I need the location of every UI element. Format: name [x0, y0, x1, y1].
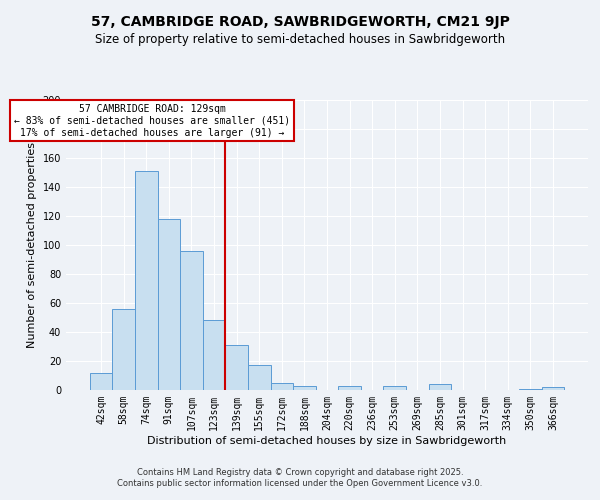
Bar [90, 372, 112, 390]
Bar [112, 309, 135, 390]
Text: Contains HM Land Registry data © Crown copyright and database right 2025.
Contai: Contains HM Land Registry data © Crown c… [118, 468, 482, 487]
Bar [519, 388, 542, 390]
Bar [542, 387, 564, 390]
Bar [158, 219, 180, 390]
Text: Size of property relative to semi-detached houses in Sawbridgeworth: Size of property relative to semi-detach… [95, 32, 505, 46]
Bar [135, 171, 158, 390]
Y-axis label: Number of semi-detached properties: Number of semi-detached properties [27, 142, 37, 348]
Bar [338, 386, 361, 390]
Text: 57 CAMBRIDGE ROAD: 129sqm
← 83% of semi-detached houses are smaller (451)
17% of: 57 CAMBRIDGE ROAD: 129sqm ← 83% of semi-… [14, 104, 290, 138]
Bar [293, 386, 316, 390]
Bar [428, 384, 451, 390]
Bar [203, 320, 226, 390]
X-axis label: Distribution of semi-detached houses by size in Sawbridgeworth: Distribution of semi-detached houses by … [148, 436, 506, 446]
Bar [226, 345, 248, 390]
Bar [248, 366, 271, 390]
Bar [271, 383, 293, 390]
Bar [180, 251, 203, 390]
Text: 57, CAMBRIDGE ROAD, SAWBRIDGEWORTH, CM21 9JP: 57, CAMBRIDGE ROAD, SAWBRIDGEWORTH, CM21… [91, 15, 509, 29]
Bar [383, 386, 406, 390]
